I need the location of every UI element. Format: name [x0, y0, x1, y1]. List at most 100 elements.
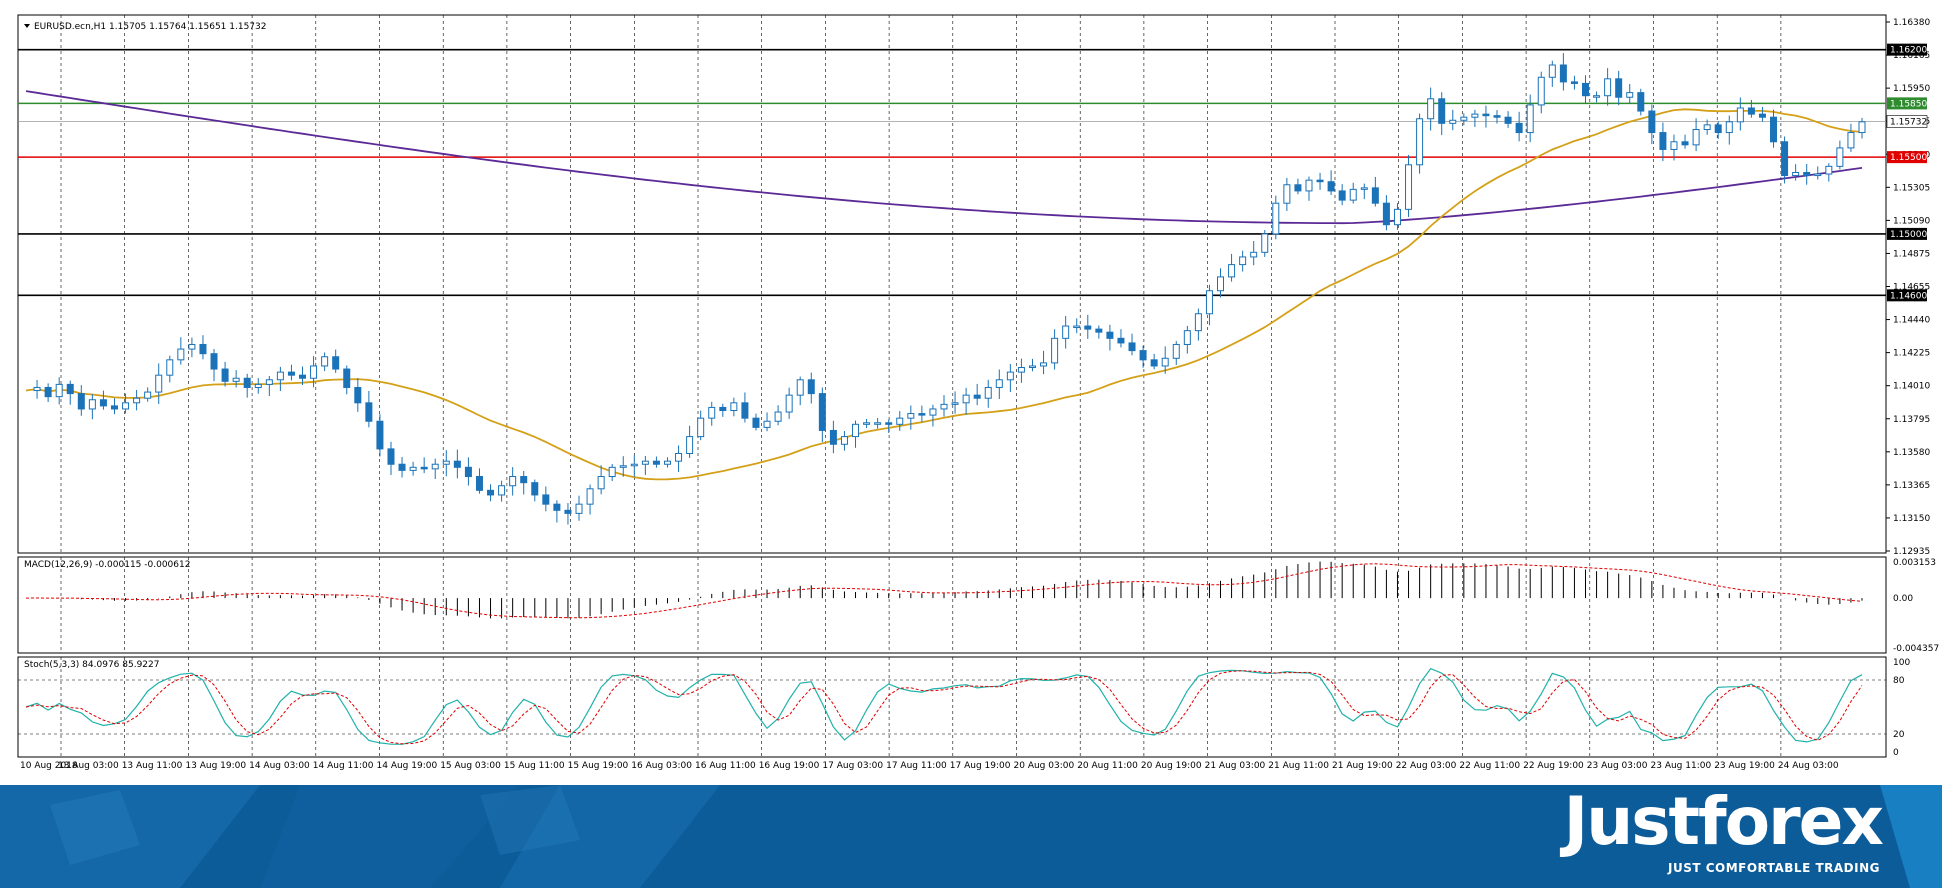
candle-body: [863, 422, 871, 425]
x-tick-label: 22 Aug 19:00: [1523, 761, 1584, 771]
x-tick-label: 22 Aug 03:00: [1396, 761, 1457, 771]
candle-body: [431, 463, 439, 470]
brand-slogan: JUST COMFORTABLE TRADING: [1667, 861, 1880, 875]
x-tick-label: 13 Aug 11:00: [122, 761, 183, 771]
candle-body: [564, 509, 572, 514]
x-tick-label: 17 Aug 11:00: [886, 761, 947, 771]
candle-body: [1172, 343, 1180, 359]
y-tick-label: 1.15090: [1893, 216, 1930, 226]
candle-body: [343, 368, 351, 388]
y-tick-label: 1.12935: [1893, 547, 1930, 557]
x-tick-label: 16 Aug 19:00: [759, 761, 820, 771]
candle-body: [1526, 104, 1534, 134]
candle-body: [1615, 78, 1623, 98]
x-tick-label: 15 Aug 11:00: [504, 761, 565, 771]
collapse-triangle-icon[interactable]: [24, 24, 30, 28]
candle-body: [310, 365, 318, 379]
level-price-text: 1.14600: [1890, 291, 1927, 301]
x-tick-label: 13 Aug 19:00: [185, 761, 246, 771]
x-tick-label: 23 Aug 03:00: [1587, 761, 1648, 771]
stoch-main-line: [25, 667, 1863, 745]
candle-body: [885, 422, 893, 425]
macd-y-tick: -0.004357: [1893, 644, 1939, 654]
stochastic-panel: [17, 656, 1887, 758]
candle-body: [442, 460, 450, 465]
brand-logo: Justforex: [1563, 785, 1884, 860]
candle-body: [398, 463, 406, 471]
candle-body: [1604, 78, 1612, 97]
candle-body: [1028, 365, 1036, 369]
candle-body: [796, 379, 804, 396]
ma-slow-line: [25, 90, 1863, 225]
macd-histogram: [25, 561, 1863, 619]
candle-body: [1537, 76, 1545, 106]
candle-body: [77, 393, 85, 410]
x-tick-label: 20 Aug 11:00: [1077, 761, 1138, 771]
candle-body: [122, 402, 130, 410]
candle-body: [984, 386, 992, 399]
candle-body: [354, 386, 362, 404]
candle-body: [1382, 202, 1390, 226]
candle-body: [553, 503, 561, 511]
candle-body: [1747, 107, 1755, 115]
macd-y-tick: 0.003153: [1893, 558, 1936, 568]
x-tick-label: 21 Aug 11:00: [1268, 761, 1329, 771]
candle-body: [1217, 276, 1225, 292]
level-price-tag: [1887, 151, 1927, 164]
candle-body: [387, 448, 395, 465]
candle-body: [752, 417, 760, 428]
candle-body: [840, 436, 848, 445]
candle-body: [1305, 179, 1313, 192]
stoch-y-tick: 20: [1893, 730, 1905, 740]
candle-body: [1493, 115, 1501, 118]
candle-body: [1228, 264, 1236, 278]
x-tick-label: 24 Aug 03:00: [1778, 761, 1839, 771]
candle-body: [1416, 118, 1424, 166]
stoch-y-tick: 0: [1893, 748, 1899, 758]
level-price-tag: [1886, 115, 1928, 128]
candle-body: [1758, 113, 1766, 118]
candle-body: [376, 420, 384, 450]
candle-body: [1128, 342, 1136, 352]
candle-body: [829, 429, 837, 445]
candle-body: [520, 476, 528, 484]
candle-body: [210, 353, 218, 370]
candle-body: [1847, 132, 1855, 149]
x-tick-label: 15 Aug 03:00: [440, 761, 501, 771]
level-price-tag: [1887, 97, 1927, 110]
level-price-tag: [1887, 289, 1927, 302]
brand-banner: Justforex JUST COMFORTABLE TRADING: [0, 785, 1942, 888]
y-tick-label: 1.15305: [1893, 183, 1930, 193]
candle-body: [929, 408, 937, 416]
candle-body: [575, 503, 583, 514]
candle-body: [1803, 171, 1811, 177]
x-tick-label: 20 Aug 03:00: [1014, 761, 1075, 771]
candle-body: [1659, 132, 1667, 150]
candle-body: [1792, 171, 1800, 177]
candle-body: [365, 402, 373, 422]
y-tick-label: 1.13365: [1893, 481, 1930, 491]
candle-body: [177, 348, 185, 361]
y-tick-label: 1.14440: [1893, 316, 1930, 326]
candle-body: [1681, 141, 1689, 146]
candle-body: [1095, 328, 1103, 333]
candle-body: [99, 399, 107, 407]
candle-body: [774, 411, 782, 422]
candle-body: [1205, 290, 1213, 315]
candle-body: [1272, 202, 1280, 235]
candle-body: [995, 379, 1003, 388]
candle-body: [1017, 367, 1025, 373]
candle-body: [155, 374, 163, 393]
stochastic-label: Stoch(5,3,3) 84.0976 85.9227: [24, 660, 159, 670]
candle-body: [1548, 64, 1556, 78]
macd-panel: [17, 556, 1887, 654]
x-tick-label: 23 Aug 11:00: [1651, 761, 1712, 771]
candle-body: [88, 399, 96, 410]
level-price-tag: [1887, 227, 1927, 240]
candle-body: [144, 391, 152, 399]
candle-body: [299, 374, 307, 379]
y-tick-label: 1.14875: [1893, 249, 1930, 259]
candle-body: [1371, 187, 1379, 204]
stochastic-lines: [18, 667, 1886, 745]
